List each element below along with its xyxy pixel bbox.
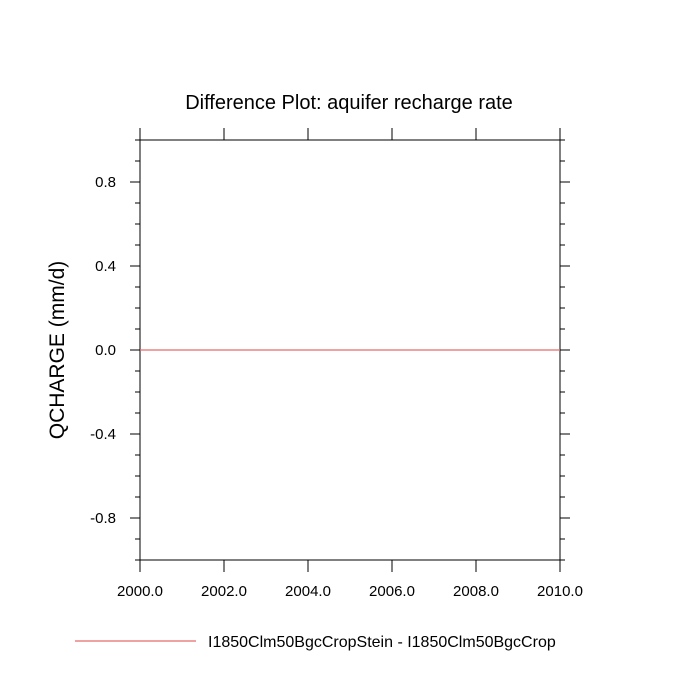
x-tick-label: 2010.0: [537, 583, 583, 600]
legend: I1850Clm50BgcCropStein - I1850Clm50BgcCr…: [75, 634, 556, 651]
y-tick-label: 0.0: [95, 342, 116, 359]
y-tick-label: -0.8: [90, 510, 116, 527]
y-tick-label: -0.4: [90, 426, 116, 443]
y-axis-title: QCHARGE (mm/d): [46, 261, 69, 440]
legend-label: I1850Clm50BgcCropStein - I1850Clm50BgcCr…: [208, 634, 556, 651]
x-tick-label: 2008.0: [453, 583, 499, 600]
x-axis-ticks: 2000.0 2002.0 2004.0 2006.0 2008.0 2010.0: [117, 128, 583, 600]
x-tick-label: 2004.0: [285, 583, 331, 600]
y-axis-ticks: -0.8 -0.4 0.0 0.4 0.8: [90, 139, 570, 561]
y-tick-label: 0.4: [95, 258, 116, 275]
x-tick-label: 2000.0: [117, 583, 163, 600]
x-tick-label: 2006.0: [369, 583, 415, 600]
chart-title: Difference Plot: aquifer recharge rate: [185, 92, 513, 114]
x-tick-label: 2002.0: [201, 583, 247, 600]
y-tick-label: 0.8: [95, 174, 116, 191]
